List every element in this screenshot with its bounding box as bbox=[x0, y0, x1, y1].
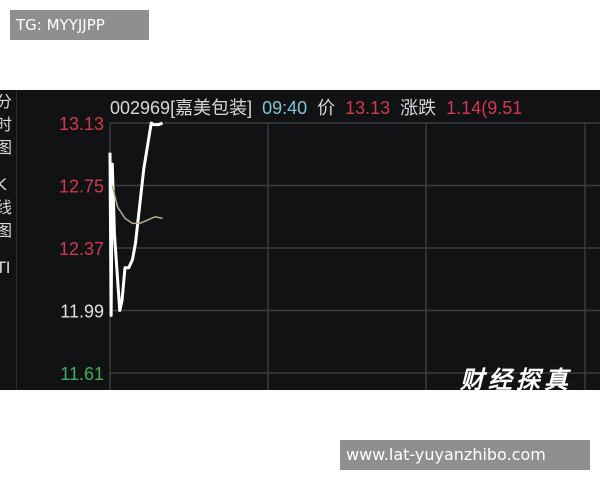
y-tick-label: 12.37 bbox=[59, 239, 104, 259]
y-tick-label: 13.13 bbox=[59, 114, 104, 134]
price-chart: 13.13 12.75 12.37 11.99 11.61 bbox=[59, 114, 600, 390]
logo-watermark: 财经探真 bbox=[460, 365, 572, 390]
average-price-line bbox=[111, 185, 163, 225]
stock-code-name: 002969[嘉美包装] bbox=[110, 98, 253, 118]
quote-header: 002969[嘉美包装] 09:40 价 13.13 涨跌 1.14(9.51 bbox=[110, 94, 532, 120]
y-tick-label: 12.75 bbox=[59, 177, 104, 197]
price-label: 价 bbox=[317, 98, 336, 118]
y-tick-label: 11.99 bbox=[60, 302, 104, 322]
change-label: 涨跌 bbox=[400, 98, 437, 118]
sidebar: 分时图 K线图 TI bbox=[0, 90, 17, 390]
y-tick-label: 11.61 bbox=[60, 364, 104, 384]
change-value: 1.14(9.51 bbox=[446, 98, 523, 118]
tab-other[interactable]: TI bbox=[0, 258, 11, 277]
intraday-chart-panel: 分时图 K线图 TI 002969[嘉美包装] 09:40 价 13.13 涨跌 1.14… bbox=[0, 90, 600, 390]
tab-kline[interactable]: K线图 bbox=[0, 175, 12, 240]
watermark-bottom: www.lat-yuyanzhibo.com bbox=[340, 440, 590, 470]
tab-intraday[interactable]: 分时图 bbox=[0, 92, 12, 157]
price-line bbox=[108, 121, 164, 317]
price-value: 13.13 bbox=[345, 98, 391, 118]
watermark-top: TG: MYYJJPP bbox=[10, 10, 149, 40]
quote-time: 09:40 bbox=[262, 98, 308, 118]
